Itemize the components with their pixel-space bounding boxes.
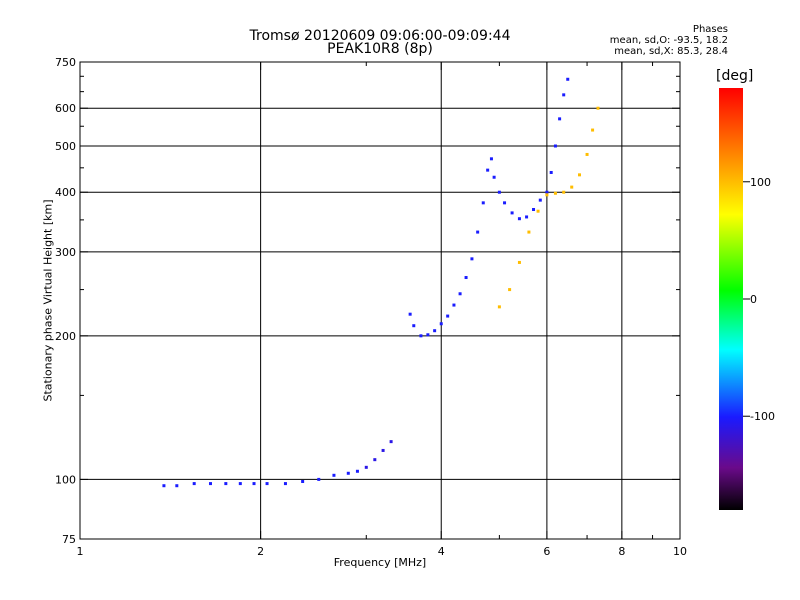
data-point [562,190,566,194]
data-point [412,324,416,328]
data-point [283,482,287,486]
data-point [549,170,553,174]
data-point [538,198,542,202]
x-tick-label: 2 [257,545,264,558]
data-point [252,482,256,486]
colorbar [719,88,743,510]
y-tick-label: 600 [55,102,76,115]
data-point [517,260,521,264]
data-point [492,175,496,179]
data-point [585,152,589,156]
data-point [508,288,512,292]
data-point [224,482,228,486]
data-point [517,217,521,221]
data-point [566,77,570,81]
data-point [497,190,501,194]
data-point [346,471,350,475]
data-point [503,201,507,205]
data-point [458,292,462,296]
y-tick-label: 100 [55,473,76,486]
data-point [527,230,531,234]
data-point [317,477,321,481]
data-point [497,305,501,309]
data-point [265,482,269,486]
data-point [332,473,336,477]
x-tick-label: 4 [438,545,445,558]
data-point [192,482,196,486]
data-point [419,334,423,338]
data-point [558,117,562,121]
phases-x-mode: mean, sd,X: 85.3, 28.4 [614,46,728,57]
data-point [481,201,485,205]
chart-title: Tromsø 20120609 09:06:00-09:09:44 [249,28,511,44]
data-point [208,482,212,486]
y-tick-label: 75 [62,533,76,546]
data-point [452,303,456,307]
data-point [446,314,450,318]
data-point [536,209,540,213]
chart-subtitle: PEAK10R8 (8p) [327,41,433,57]
data-point [464,276,468,280]
data-point [373,458,377,462]
y-tick-label: 200 [55,330,76,343]
x-axis-label: Frequency [MHz] [333,556,427,569]
phases-header: Phases [692,24,728,35]
plot-frame [79,61,681,540]
data-point [426,333,430,337]
data-point [553,144,557,148]
data-point [532,207,536,211]
colorbar-unit-label: [deg] [716,68,754,84]
colorbar-tick-label: -100 [750,410,775,423]
colorbar-tick-label: 0 [750,293,757,306]
data-point [238,482,242,486]
data-point [525,215,529,219]
data-point [381,448,385,452]
y-tick-label: 400 [55,186,76,199]
data-point [545,193,549,197]
y-tick-label: 750 [55,56,76,69]
y-tick-label: 300 [55,246,76,259]
data-point [578,173,582,177]
data-point [545,190,549,194]
colorbar-tick-label: 100 [750,176,771,189]
data-point [486,168,490,172]
y-tick-label: 500 [55,140,76,153]
data-point [591,128,595,132]
data-point [433,329,437,333]
data-point [489,157,493,161]
x-tick-label: 6 [543,545,550,558]
data-point [175,484,179,488]
data-point [470,257,474,261]
x-tick-label: 1 [77,545,84,558]
data-point [389,440,393,444]
x-tick-label: 10 [673,545,687,558]
phases-o-mode: mean, sd,O: -93.5, 18.2 [609,35,728,46]
data-point [510,211,514,215]
data-point [408,312,412,316]
data-point [162,484,166,488]
data-point [562,93,566,97]
data-point [570,185,574,189]
x-tick-label: 8 [618,545,625,558]
data-point [596,106,600,110]
data-point [476,230,480,234]
data-point [439,322,443,326]
data-point [553,191,557,195]
data-point [301,479,305,483]
data-point [364,465,368,469]
data-point [355,469,359,473]
